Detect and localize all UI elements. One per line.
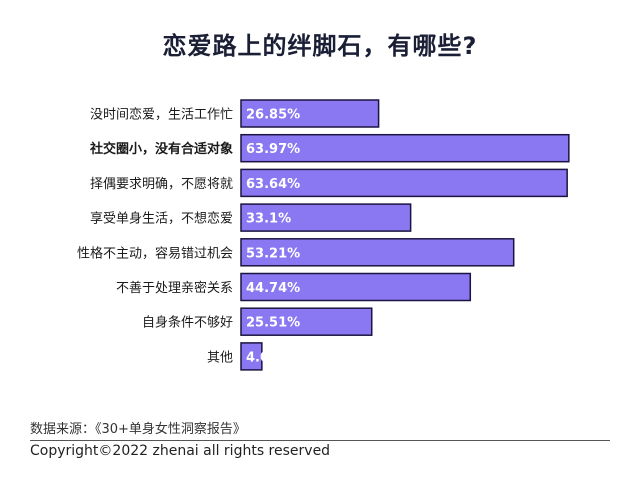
bar: [240, 342, 263, 371]
category-label: 自身条件不够好: [142, 315, 233, 331]
bar: [240, 203, 412, 232]
bar: [240, 307, 373, 336]
data-label: 33.1%: [246, 212, 291, 227]
footer-divider: [30, 440, 610, 441]
category-label: 不善于处理亲密关系: [116, 280, 233, 296]
data-label: 44.74%: [246, 281, 300, 296]
bar: [240, 272, 472, 302]
data-label: 25.51%: [246, 316, 300, 331]
category-label: 性格不主动，容易错过机会: [77, 245, 233, 261]
category-label: 社交圈小，没有合适对象: [89, 141, 233, 157]
data-label: 63.64%: [246, 177, 300, 192]
bar: [240, 168, 568, 198]
data-source-note: 数据来源：《30+单身女性洞察报告》: [30, 422, 246, 437]
category-label: 择偶要求明确，不愿将就: [90, 177, 233, 192]
category-label: 享受单身生活，不想恋爱: [90, 211, 233, 227]
copyright-text: Copyright©2022 zhenai all rights reserve…: [30, 443, 331, 459]
data-label: 63.97%: [246, 142, 300, 157]
data-label: 26.85%: [246, 108, 300, 123]
category-label: 没时间恋爱，生活工作忙: [90, 107, 233, 123]
category-label: 其他: [207, 350, 233, 365]
chart-title: 恋爱路上的绊脚石，有哪些?: [162, 32, 478, 60]
data-label: 4.07%: [246, 350, 291, 365]
bar: [240, 238, 515, 267]
data-label: 53.21%: [246, 246, 300, 261]
bar: [240, 133, 570, 163]
bar: [240, 99, 380, 128]
